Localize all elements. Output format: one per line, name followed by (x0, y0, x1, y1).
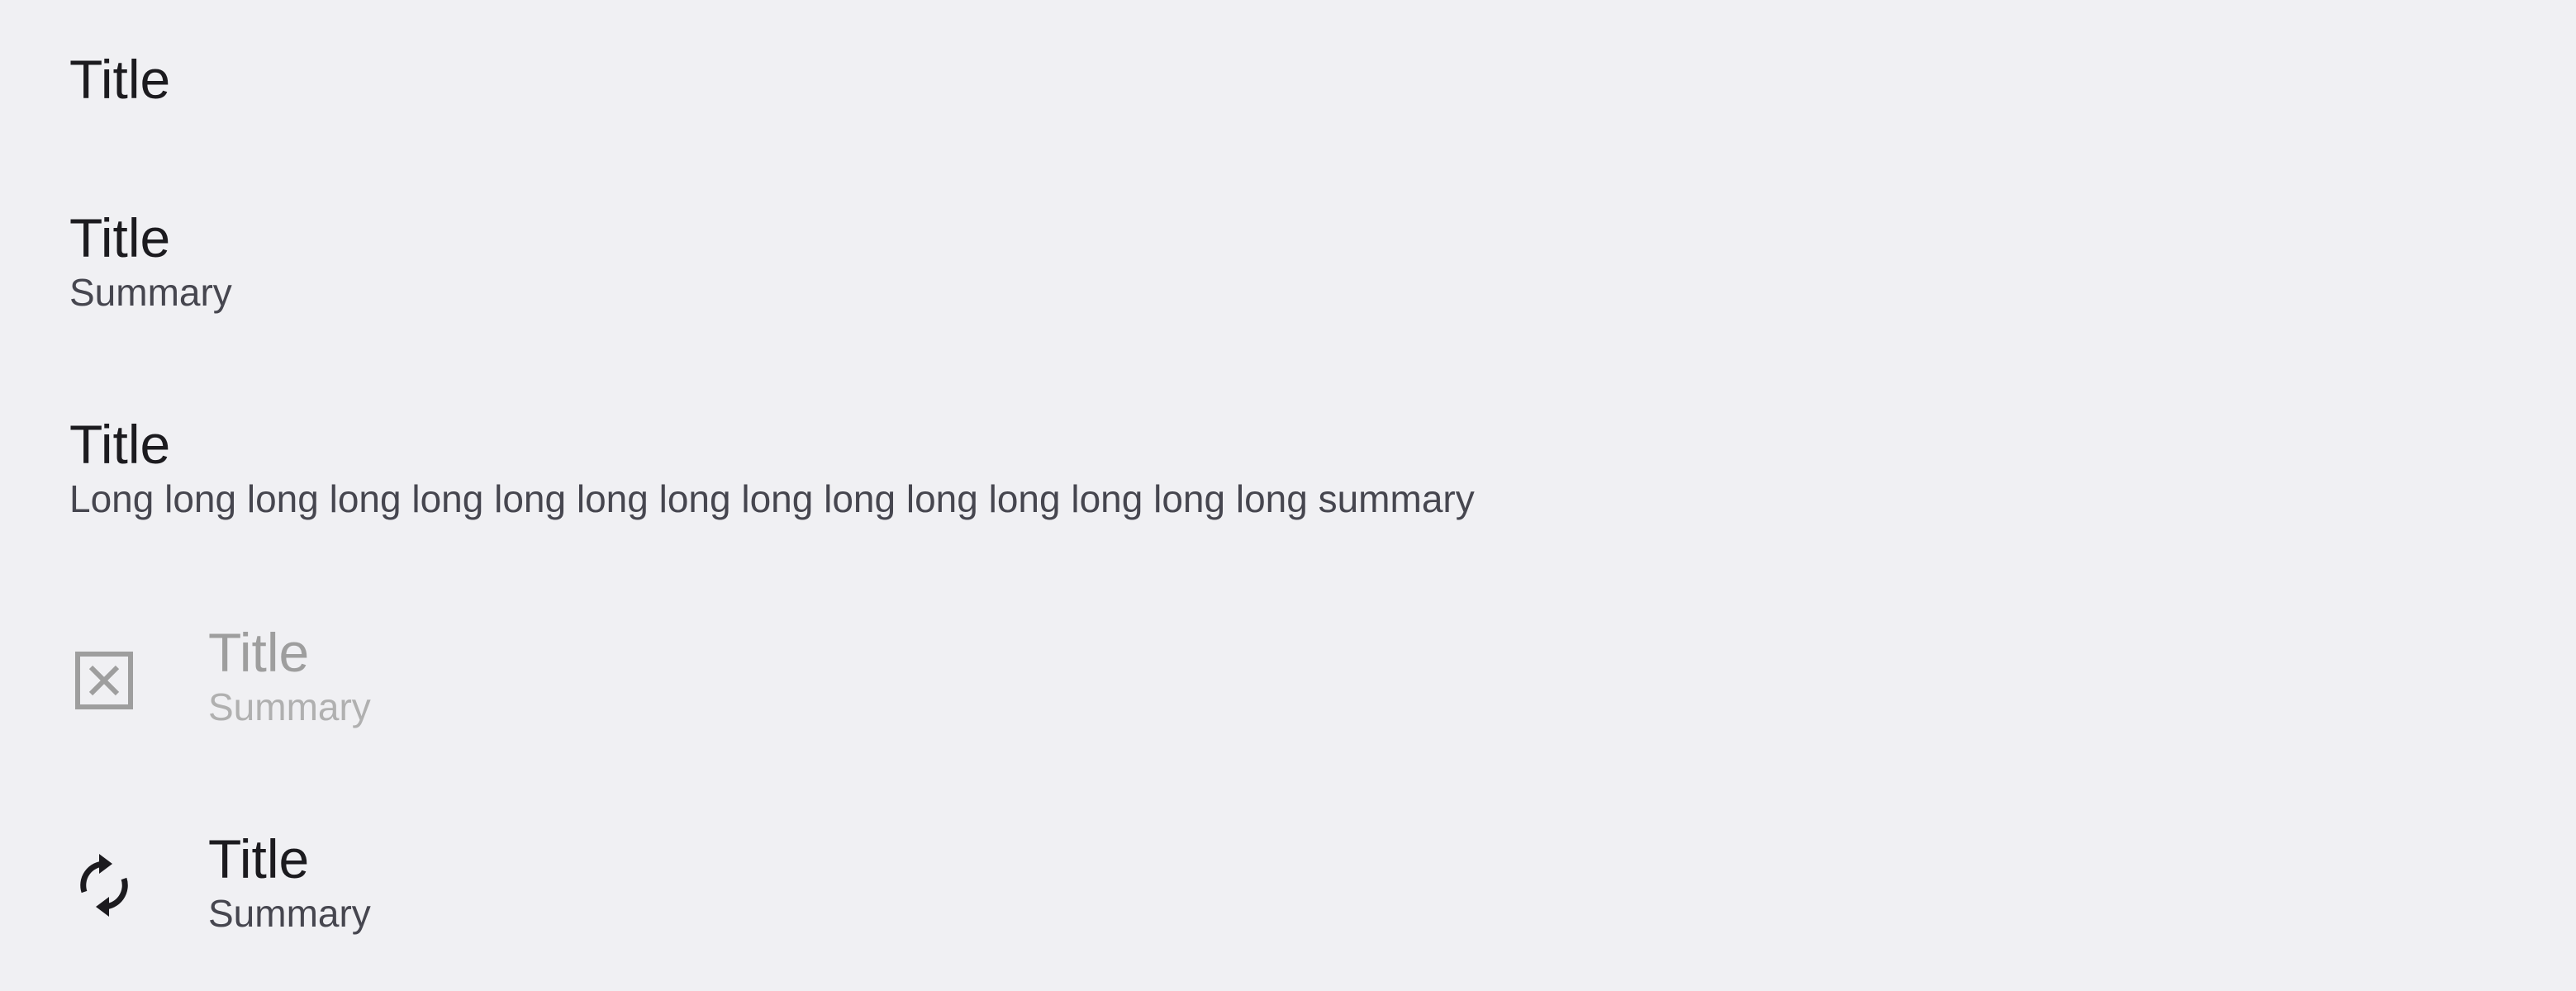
preference-item-with-icon[interactable]: Title Summary (0, 776, 2576, 991)
preference-item-disabled: Title Summary (0, 570, 2576, 776)
preference-item-long-summary[interactable]: Title Long long long long long long long… (0, 363, 2576, 570)
preference-text: Title Summary (208, 621, 371, 730)
preference-text: Title Long long long long long long long… (69, 413, 1475, 522)
preference-item-title-only[interactable]: Title (0, 0, 2576, 157)
preference-title: Title (69, 414, 171, 475)
preference-summary: Summary (208, 685, 371, 728)
preference-title: Title (208, 622, 310, 683)
preference-summary: Long long long long long long long long … (69, 477, 1475, 520)
preference-summary: Summary (208, 892, 371, 935)
preference-text: Title Summary (69, 206, 232, 315)
preference-title: Title (208, 828, 310, 889)
preference-text: Title Summary (208, 827, 371, 936)
sync-icon (71, 852, 137, 918)
preference-item-with-summary[interactable]: Title Summary (0, 157, 2576, 363)
preference-title: Title (69, 49, 171, 110)
preference-text: Title (69, 48, 170, 111)
disabled-box-icon (71, 647, 137, 714)
preference-title: Title (69, 207, 171, 268)
preference-summary: Summary (69, 271, 232, 314)
